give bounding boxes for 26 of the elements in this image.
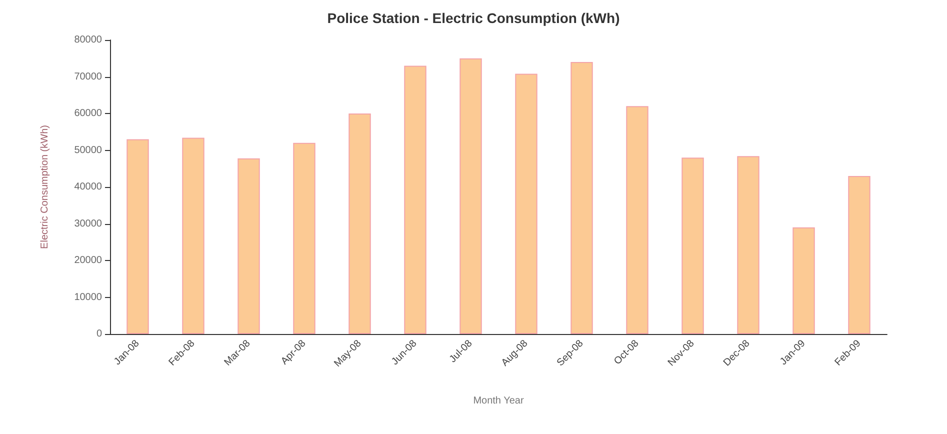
y-tick-label: 10000 <box>74 292 102 303</box>
bar <box>293 142 316 334</box>
bar <box>238 158 260 334</box>
bar <box>570 62 593 334</box>
bar <box>404 66 426 334</box>
y-tick-label: 20000 <box>74 255 102 266</box>
bar <box>792 227 815 334</box>
y-tick-label: 60000 <box>74 108 102 119</box>
y-axis-title: Electric Consumption (kWh) <box>40 125 50 249</box>
y-tick-label: 30000 <box>74 218 102 230</box>
y-tick-label: 40000 <box>74 182 102 192</box>
x-axis-title: Month Year <box>473 396 524 406</box>
bar <box>126 139 149 334</box>
bar <box>848 176 870 334</box>
bar <box>460 58 482 334</box>
bar <box>348 114 371 334</box>
bar <box>682 158 704 334</box>
y-tick-label: 50000 <box>74 144 102 156</box>
chart-title: Police Station - Electric Consumption (kWh) <box>327 10 620 26</box>
bar <box>737 156 760 334</box>
bar <box>515 74 538 334</box>
y-tick-label: 70000 <box>74 71 102 82</box>
y-tick-label: 0 <box>96 328 102 340</box>
y-tick-label: 80000 <box>74 34 102 46</box>
bar <box>626 106 648 334</box>
bar <box>182 138 204 334</box>
